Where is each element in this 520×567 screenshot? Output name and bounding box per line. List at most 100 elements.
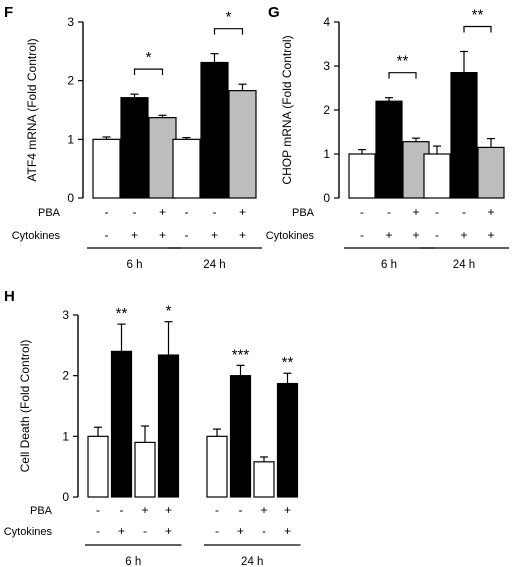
panel-f-cytokines-symbol: + (211, 228, 218, 242)
panel-f-bar (120, 97, 149, 199)
panel-h-group-label: 24 h (241, 556, 263, 567)
panel-h-significance-star: ** (116, 305, 128, 322)
panel-g-cytokines-symbol: + (460, 228, 467, 242)
panel-f-significance-star: * (146, 49, 152, 66)
panel-h-y-axis-label: Cell Death (Fold Control) (18, 340, 32, 473)
panel-h-cytokines-symbol: + (284, 524, 291, 538)
panel-g-row-label: Cytokines (266, 230, 315, 242)
panel-f-significance-bracket (213, 28, 244, 35)
panel-f: F 0 1 2 3 ATF4 mRNA (Fold Control) PBA Cytokine… (4, 4, 262, 271)
panel-f-group-label: 24 h (203, 259, 225, 271)
panel-f-pba-symbol: - (213, 205, 217, 219)
panel-g-y-axis-label: CHOP mRNA (Fold Control) (280, 35, 294, 184)
panel-h-cytokines-symbol: + (118, 524, 125, 538)
panel-h-pba-symbol: - (239, 503, 243, 517)
panel-g-cytokines-symbol: + (412, 228, 419, 242)
panel-h-y-tick-label: 1 (62, 429, 69, 443)
panel-h-y-tick-label: 3 (62, 308, 69, 322)
panel-g-cytokines-symbol: + (385, 228, 392, 242)
panel-h-cytokines-symbol: + (237, 524, 244, 538)
panel-h-bar (276, 382, 299, 498)
panel-g-pba-symbol: - (360, 205, 364, 219)
panel-h-bar (110, 350, 133, 498)
panel-f-cytokines-symbol: - (105, 228, 109, 242)
panel-h-y-tick-label: 0 (62, 490, 69, 504)
panel-g-bar (375, 100, 403, 199)
panel-f-bar (200, 61, 229, 199)
panel-h-pba-symbol: + (165, 503, 172, 517)
panel-f-y-tick-label: 0 (67, 191, 74, 205)
panel-h-y-tick-label: 2 (62, 369, 69, 383)
panel-f-bar (92, 138, 121, 199)
panel-f-y-tick-label: 3 (67, 15, 74, 29)
panel-h-pba-symbol: + (284, 503, 291, 517)
panel-f-significance-star: * (226, 9, 232, 26)
panel-f-cytokines-symbol: + (159, 228, 166, 242)
panel-g-letter: G (268, 4, 280, 21)
panel-g-group-label: 24 h (453, 259, 475, 271)
panel-f-cytokines-symbol: + (239, 228, 246, 242)
panel-g-pba-symbol: + (487, 205, 494, 219)
panel-h-bar (134, 441, 156, 498)
panel-g-cytokines-symbol: + (487, 228, 494, 242)
panel-g-significance-bracket (388, 72, 417, 79)
panel-h-bar (253, 461, 275, 498)
panel-f-letter: F (4, 4, 13, 21)
panel-g-bar (423, 153, 451, 199)
panel-f-pba-symbol: + (159, 205, 166, 219)
panel-h-row-label: Cytokines (4, 526, 53, 538)
panel-f-pba-symbol: - (133, 205, 137, 219)
panel-f-row-label: Cytokines (12, 230, 61, 242)
panel-h-cytokines-symbol: - (262, 524, 266, 538)
panel-f-cytokines-symbol: + (131, 228, 138, 242)
panel-f-bar (228, 90, 257, 199)
panel-f-group-label: 6 h (127, 259, 143, 271)
panel-f-bar (148, 117, 177, 199)
panel-h-pba-symbol: - (96, 503, 100, 517)
panel-h-cytokines-symbol: - (143, 524, 147, 538)
panel-g-group-label: 6 h (381, 259, 397, 271)
panel-h-significance-star: ** (282, 354, 294, 371)
panel-g: G 0 1 2 3 4 CHOP mRNA (Fold Control) PBA Cytokin… (266, 4, 509, 271)
panel-g-significance-star: ** (472, 6, 484, 23)
panel-g-cytokines-symbol: - (360, 228, 364, 242)
panel-g-row-label: PBA (292, 207, 315, 219)
panel-h-significance-star: *** (232, 346, 250, 363)
panel-g-pba-symbol: - (462, 205, 466, 219)
panel-g-bar (477, 146, 505, 199)
panel-g-y-tick-label: 0 (323, 191, 330, 205)
panel-g-y-tick-label: 1 (323, 147, 330, 161)
panel-f-y-tick-label: 2 (67, 74, 74, 88)
panel-h-cytokines-symbol: - (215, 524, 219, 538)
panel-h-pba-symbol: - (215, 503, 219, 517)
panel-g-pba-symbol: - (435, 205, 439, 219)
panel-f-cytokines-symbol: - (185, 228, 189, 242)
panel-h-bar (157, 354, 180, 498)
panel-g-y-tick-label: 4 (323, 15, 330, 29)
panel-g-bar (348, 153, 376, 199)
panel-g-y-tick-label: 2 (323, 103, 330, 117)
panel-h-letter: H (4, 288, 15, 305)
panel-g-bar (450, 71, 478, 199)
panel-f-y-axis-label: ATF4 mRNA (Fold Control) (25, 38, 39, 181)
panel-h-row-label: PBA (30, 505, 53, 517)
panel-h-cytokines-symbol: + (165, 524, 172, 538)
panel-f-pba-symbol: - (105, 205, 109, 219)
panel-h-pba-symbol: + (141, 503, 148, 517)
panel-f-y-tick-label: 1 (67, 132, 74, 146)
panel-h-bar (206, 435, 228, 498)
panel-g-cytokines-symbol: - (435, 228, 439, 242)
panel-h-group-label: 6 h (125, 556, 141, 567)
panel-f-pba-symbol: + (239, 205, 246, 219)
panel-h-significance-star: * (166, 303, 172, 320)
panel-f-bar (172, 138, 201, 199)
panel-h-bar (229, 375, 252, 498)
panel-h-pba-symbol: - (120, 503, 124, 517)
panel-h-pba-symbol: + (260, 503, 267, 517)
panel-g-pba-symbol: + (412, 205, 419, 219)
panel-h: H 0 1 2 3 Cell Death (Fold Control) PBA Cytokin… (4, 288, 301, 567)
panel-g-pba-symbol: - (387, 205, 391, 219)
panel-g-significance-star: ** (397, 53, 409, 70)
panel-f-significance-bracket (133, 68, 164, 76)
